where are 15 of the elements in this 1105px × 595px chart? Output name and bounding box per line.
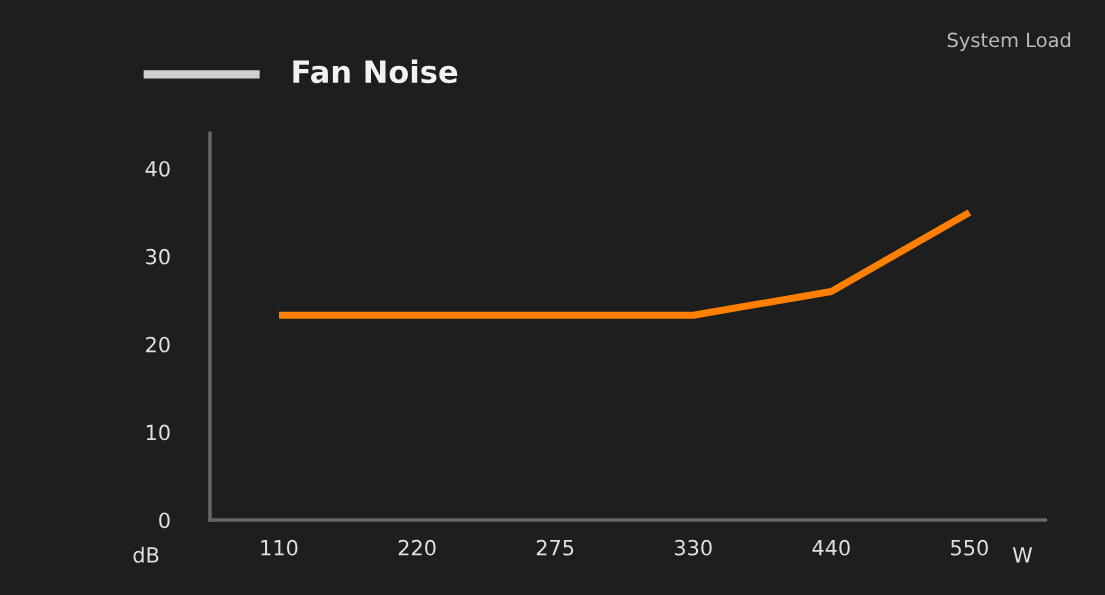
- chart-title: Fan Noise: [293, 59, 458, 84]
- y-tick-label: 30: [146, 248, 170, 265]
- x-tick-label: 220: [398, 539, 436, 556]
- y-tick-label: 0: [159, 512, 170, 529]
- x-tick-label: 550: [951, 539, 988, 556]
- y-tick-label: 20: [146, 336, 170, 353]
- x-tick-label: 330: [674, 539, 712, 556]
- x-tick-label: 275: [536, 539, 574, 556]
- y-axis-title: dB: [133, 546, 159, 563]
- x-axis-title: W: [1012, 547, 1033, 563]
- x-tick-label: 440: [812, 539, 850, 556]
- text: System Load: [947, 32, 1071, 52]
- y-tick-label: 40: [145, 160, 170, 177]
- y-tick-label: 10: [146, 424, 170, 441]
- x-tick-label: 110: [261, 539, 298, 556]
